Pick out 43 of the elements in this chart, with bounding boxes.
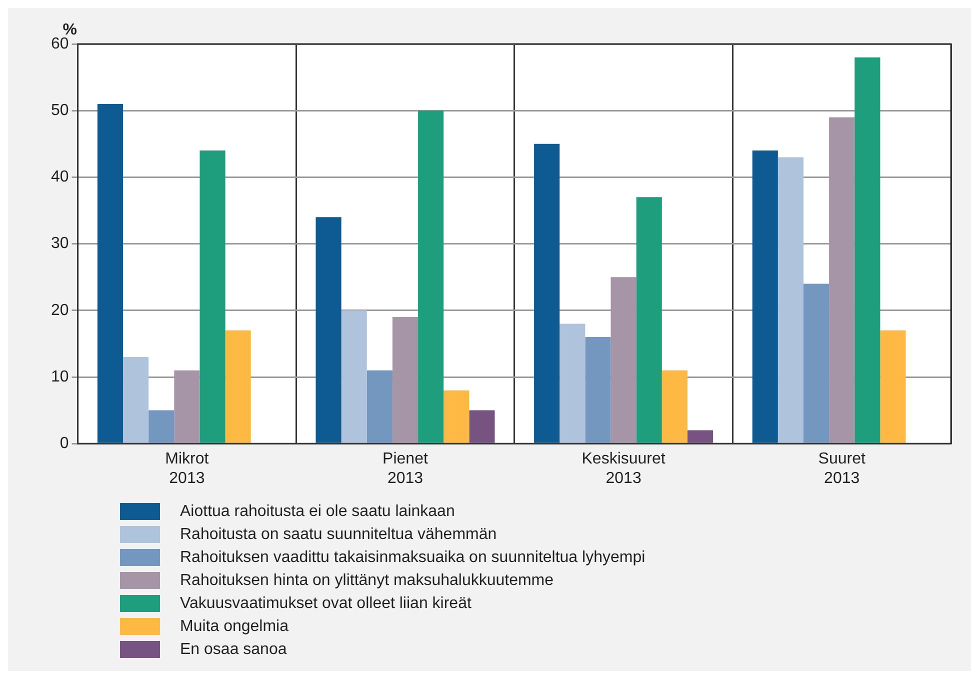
y-tick-label: 40 [51,168,69,186]
x-tick-label: Suuret 2013 [818,450,866,487]
bar [316,217,342,443]
y-tick-label: 30 [51,235,69,252]
bar [123,357,149,443]
bar [97,104,124,443]
legend-label: Muita ongelmia [180,618,288,636]
y-tick-label: 50 [51,102,69,120]
legend-label: Rahoitusta on saatu suunniteltua vähemmän [180,526,497,544]
bar [854,57,880,443]
bar [560,324,586,443]
bar [610,277,636,443]
bar [469,410,495,443]
x-tick-label: Mikrot 2013 [165,450,210,487]
bar [366,370,392,443]
y-tick-label: 20 [51,302,69,319]
y-tick-label: 0 [60,435,69,452]
bar [341,310,367,443]
y-tick-label: 10 [51,368,69,386]
bar [225,330,251,443]
bar [392,317,418,443]
legend-label: Vakuusvaatimukset ovat olleet liian kireät [180,594,472,612]
bar [803,284,830,443]
x-tick-label: Keskisuuret 2013 [582,450,666,487]
bar [636,197,662,443]
bar [880,330,906,443]
bar [752,150,778,443]
bar [662,370,688,443]
legend-label: Rahoituksen hinta on ylittänyt maksuhalukkuutemme [180,572,554,590]
bar [444,390,470,443]
bar [418,110,444,443]
legend-label: En osaa sanoa [180,640,287,658]
bar [778,157,804,443]
bar [687,430,714,443]
legend-label: Rahoituksen vaadittu takaisinmaksuaika on suunniteltua lyhyempi [180,548,646,566]
legend-label: Aiottua rahoitusta ei ole saatu lainkaan [180,502,455,520]
bar [174,370,200,443]
bar [829,117,855,443]
bar [585,337,611,443]
x-tick-label: Pienet 2013 [382,450,428,487]
bar [200,150,226,443]
bar [534,144,560,443]
bar [148,410,174,443]
